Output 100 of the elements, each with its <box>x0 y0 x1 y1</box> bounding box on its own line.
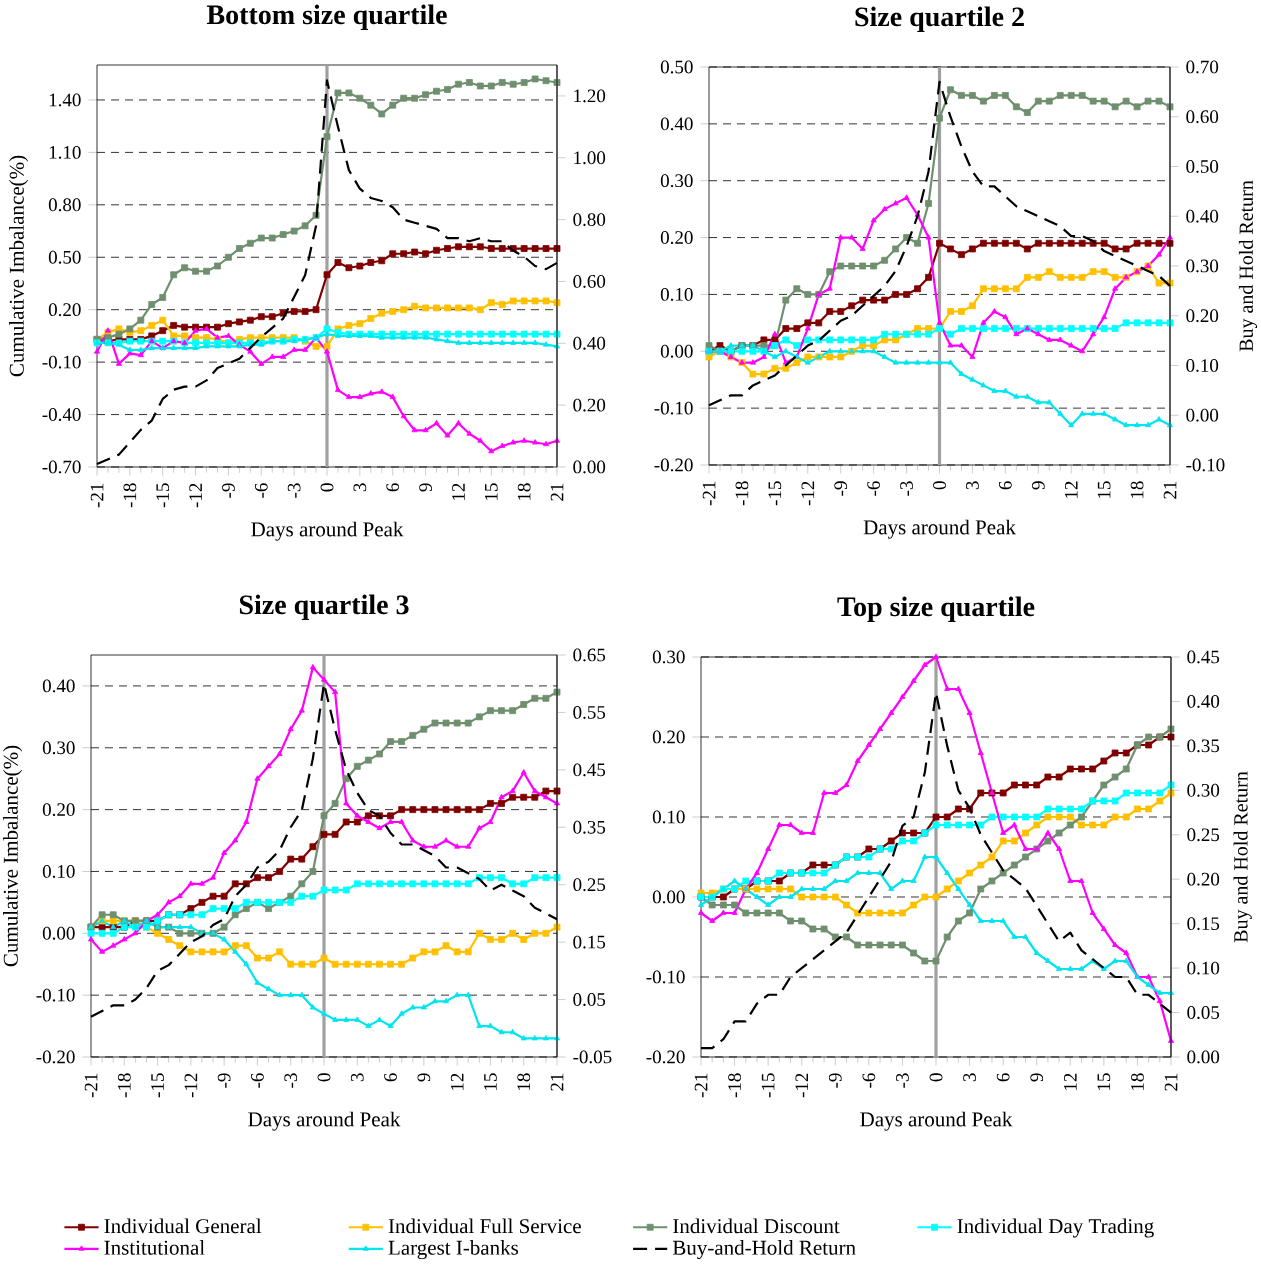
x-tick-label: 3 <box>353 483 367 492</box>
x-tick-label: -21 <box>702 481 716 506</box>
x-tick-label: -6 <box>862 1073 876 1088</box>
x-tick-label: -9 <box>217 1073 231 1088</box>
y-tick-label: 0.20 <box>660 231 693 245</box>
y-axis-title: Cumulative Imbalance(%) <box>3 745 23 967</box>
x-tick-label: 12 <box>1064 1073 1077 1090</box>
x-tick-label: 18 <box>1130 481 1144 498</box>
x-tick-label: 3 <box>966 481 979 490</box>
y-tick-label: 0.40 <box>660 117 693 131</box>
x-tick-label: -15 <box>768 481 782 506</box>
y-tick-label: 0.20 <box>42 803 75 817</box>
y2-tick-label: 0.70 <box>1186 60 1219 74</box>
x-axis-title: Days around Peak <box>860 1111 1013 1131</box>
x-tick-label: 0 <box>929 1073 943 1082</box>
y2-tick-label: 0.00 <box>1187 1050 1220 1064</box>
y2-tick-label: 0.40 <box>1187 694 1220 708</box>
x-tick-label: -18 <box>728 1073 741 1098</box>
y2-axis-title: Buy and Hold Return <box>1238 180 1258 352</box>
y2-tick-label: 0.60 <box>1186 110 1219 124</box>
x-tick-label: -18 <box>123 483 137 508</box>
x-tick-label: -12 <box>801 481 815 506</box>
y2-tick-label: 0.25 <box>1187 828 1220 842</box>
x-tick-label: 21 <box>550 483 564 501</box>
y2-tick-label: 0.20 <box>1186 309 1219 323</box>
y-axis-title: Cumulative Imbalance(%) <box>9 155 29 377</box>
x-tick-label: -3 <box>284 1073 298 1088</box>
x-tick-label: 0 <box>317 1073 331 1082</box>
y-tick-label: 0.30 <box>652 650 685 664</box>
legend-label: Individual Day Trading <box>957 1218 1154 1238</box>
y2-axis-title: Buy and Hold Return <box>1233 771 1252 943</box>
x-tick-label: 15 <box>484 483 498 500</box>
x-tick-label: -21 <box>694 1073 708 1098</box>
x-tick-label: -12 <box>795 1073 809 1098</box>
y2-tick-label: 0.05 <box>573 993 606 1007</box>
y-tick-label: 0.80 <box>48 198 81 212</box>
x-tick-label: 21 <box>1163 481 1177 499</box>
x-tick-label: 15 <box>484 1073 497 1090</box>
chart-title: Size quartile 2 <box>855 6 1024 32</box>
y2-tick-label: 0.00 <box>1186 408 1219 422</box>
x-tick-label: -6 <box>867 481 881 496</box>
legend-label: Institutional <box>104 1240 205 1255</box>
x-tick-label: -18 <box>735 481 749 506</box>
y2-tick-label: 0.45 <box>1187 650 1220 664</box>
y2-tick-label: 0.80 <box>573 213 606 227</box>
y2-tick-label: 0.50 <box>1186 160 1219 173</box>
x-tick-label: -21 <box>90 483 104 508</box>
y-tick-label: 0.20 <box>48 303 81 317</box>
y-tick-label: 0.50 <box>48 250 81 264</box>
x-tick-label: -12 <box>189 483 202 508</box>
x-tick-label: 18 <box>517 1073 531 1090</box>
y-tick-label: 0.10 <box>660 287 693 301</box>
x-tick-label: -18 <box>117 1073 131 1098</box>
y-tick-label: 0.20 <box>652 730 685 744</box>
y-tick-label: -0.40 <box>42 408 81 422</box>
y-tick-label: -0.20 <box>646 1050 685 1064</box>
y2-tick-label: 1.20 <box>574 89 606 103</box>
y-tick-label: 1.10 <box>49 145 81 159</box>
y-tick-label: -0.10 <box>36 988 75 1002</box>
x-tick-label: 3 <box>350 1073 364 1082</box>
y-tick-label: 0.10 <box>652 810 685 824</box>
x-tick-label: -9 <box>222 483 235 498</box>
y2-tick-label: 0.65 <box>573 648 606 662</box>
x-tick-label: -3 <box>900 481 913 496</box>
y2-tick-label: 0.35 <box>573 820 606 834</box>
x-tick-label: 0 <box>933 481 946 490</box>
y2-tick-label: 0.60 <box>573 274 606 288</box>
x-tick-label: -3 <box>287 483 301 498</box>
y2-tick-label: 0.20 <box>1187 872 1220 886</box>
legend-label: Individual General <box>104 1218 262 1234</box>
x-tick-label: -3 <box>896 1073 909 1088</box>
y2-tick-label: 0.00 <box>573 460 606 474</box>
y2-tick-label: 0.10 <box>1186 359 1219 372</box>
y2-tick-label: 0.10 <box>1187 961 1220 975</box>
chart-title: Bottom size quartile <box>206 4 447 30</box>
x-tick-label: 6 <box>384 1073 397 1082</box>
x-tick-label: -6 <box>251 1073 264 1088</box>
x-tick-label: 3 <box>963 1073 976 1082</box>
x-tick-label: 18 <box>1131 1073 1144 1090</box>
y2-tick-label: 0.45 <box>573 763 606 777</box>
legend-label: Individual Discount <box>673 1218 840 1234</box>
chart-title: Size quartile 3 <box>239 594 409 620</box>
x-tick-label: -12 <box>184 1073 198 1098</box>
x-tick-label: 12 <box>450 1073 464 1090</box>
x-tick-label: 15 <box>1097 481 1111 498</box>
x-tick-label: 18 <box>517 483 531 500</box>
x-tick-label: 9 <box>1030 1073 1044 1082</box>
y2-tick-label: 0.40 <box>573 336 606 350</box>
legend-label: Buy-and-Hold Return <box>672 1240 856 1260</box>
x-axis-title: Days around Peak <box>863 519 1016 539</box>
y2-tick-label: 0.55 <box>573 705 606 719</box>
y-tick-label: -0.10 <box>654 401 693 415</box>
x-tick-label: -21 <box>84 1073 98 1098</box>
x-tick-label: 15 <box>1097 1073 1111 1090</box>
y-tick-label: 0.50 <box>660 60 693 74</box>
y-tick-label: -0.10 <box>42 355 81 369</box>
y-tick-label: 0.30 <box>660 174 693 188</box>
x-tick-label: 6 <box>386 483 400 492</box>
y2-tick-label: 0.40 <box>1186 209 1219 223</box>
y-tick-label: -0.70 <box>42 460 81 474</box>
